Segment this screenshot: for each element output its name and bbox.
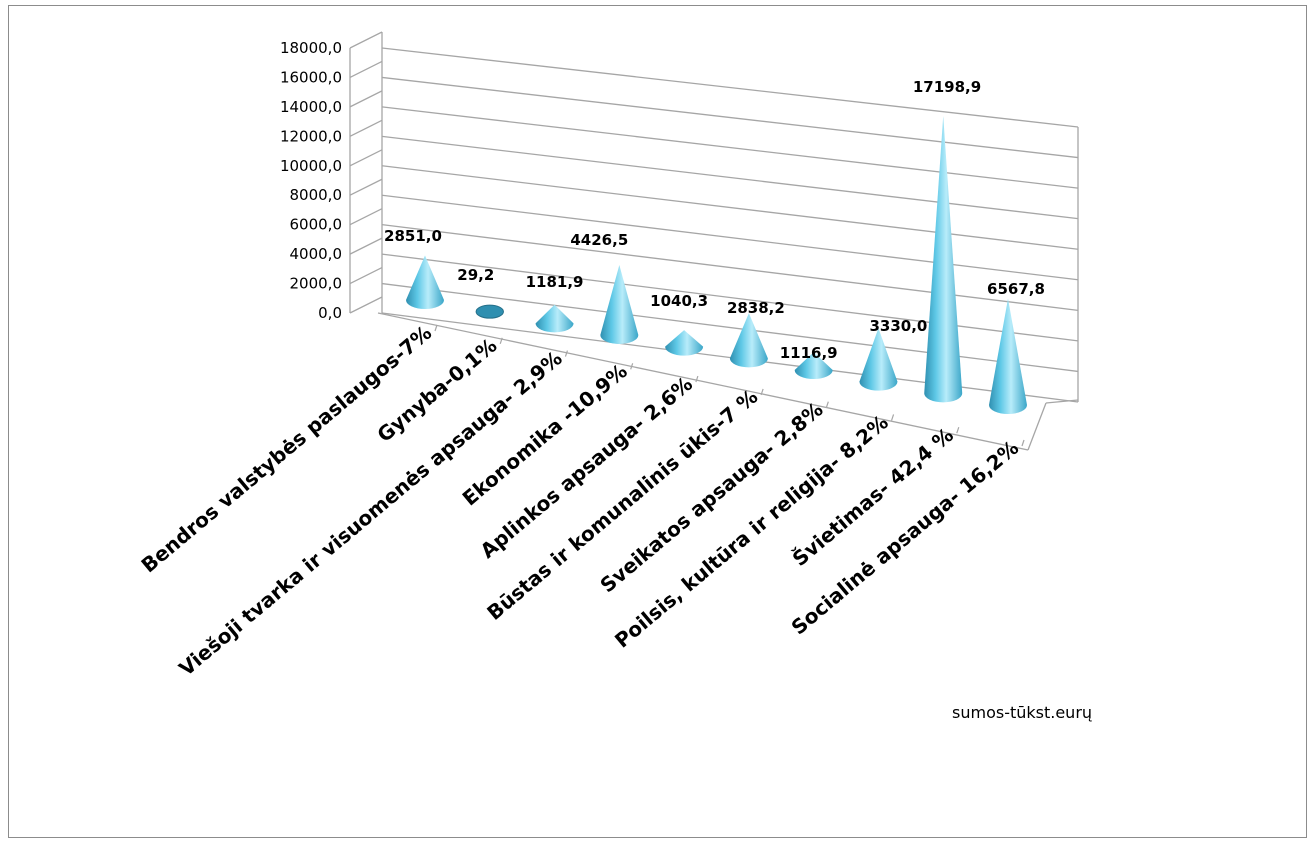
data-label: 2851,0 [384,227,442,245]
gridline-side [349,90,383,108]
data-label: 29,2 [457,266,494,284]
gridlines [349,31,1079,403]
cone-body [794,352,833,379]
gridline-back [381,165,1079,250]
x-tick-mark [630,363,634,370]
x-tick-mark [564,350,569,357]
y-tick-label: 6000,0 [290,216,343,234]
cone-body [406,255,444,309]
y-tick-label: 4000,0 [290,245,343,263]
x-tick-mark [825,401,829,408]
y-tick-label: 0,0 [318,304,342,322]
y-tick-label: 8000,0 [290,186,343,204]
category-label: Viešoji tvarka ir visuomenės apsauga- 2,… [174,346,566,681]
units-annotation: sumos-tūkst.eurų [952,703,1092,722]
gridline-back [381,253,1079,342]
x-tick-mark [499,337,503,344]
data-label: 4426,5 [570,231,628,249]
y-tick-label: 2000,0 [290,275,343,293]
floor-back-edge [1045,399,1079,404]
category-label: Bendros valstybės paslaugos-7% [137,320,437,577]
x-axis [377,312,1029,451]
cone-body [859,328,898,391]
x-tick-mark [695,375,699,383]
cone-body [600,265,639,344]
y-tick-label: 10000,0 [280,157,342,175]
cone-body [924,115,963,403]
cones [406,115,1027,414]
gridline-back [381,76,1079,159]
cone-bar [729,313,768,368]
chart-frame [8,5,1307,838]
cone-bar [665,330,704,356]
gridline-back [381,282,1079,373]
data-label: 1181,9 [526,273,584,291]
data-label: 3330,0 [869,317,927,335]
gridline-side [349,149,383,167]
cone-body [729,313,768,368]
gridline-back [381,194,1079,281]
gridline-back [381,106,1079,189]
gridline-back [381,312,1079,403]
cone-bar [406,255,444,309]
cone-bar [475,304,504,319]
gridline-back [381,135,1079,220]
x-tick-mark [434,324,438,332]
cone-body [535,304,574,333]
floor-right-edge [1027,402,1047,451]
y-tick-label: 16000,0 [280,68,342,86]
y-tick-label: 14000,0 [280,98,342,116]
data-label: 1116,9 [780,344,838,362]
cone-bar [600,265,639,344]
cone-body [665,330,704,356]
gridline-side [349,60,383,79]
x-tick-mark [956,427,960,434]
gridline-side [349,119,383,137]
x-tick-mark [760,388,764,396]
data-label: 6567,8 [987,280,1045,298]
data-label: 2838,2 [727,299,785,317]
cone-base [475,304,504,319]
axes [349,32,1079,451]
gridline-side [349,208,383,226]
x-tick-mark [890,414,895,421]
cone-bar [924,115,963,403]
gridline-side [349,31,383,49]
cone-bar [859,328,898,391]
gridline-side [349,237,383,255]
x-tick-mark [1021,439,1025,447]
data-label: 1040,3 [650,292,708,310]
gridline-back [381,47,1079,128]
data-labels: 2851,0 29,2 1181,9 4426,5 1040,3 2838,2 1116,9… [384,78,1045,362]
y-tick-labels: 0,0 2000,0 4000,0 6000,0 8000,0 10000,0 12000,… [280,39,342,322]
gridline-side [349,266,383,285]
cone-bar [535,304,574,333]
gridline-side [349,178,383,196]
gridline-back [381,224,1079,311]
y-tick-label: 12000,0 [280,127,342,145]
data-label: 17198,9 [913,78,981,96]
cone-bar [794,352,833,379]
cone-bar [989,298,1027,414]
cone-body [989,298,1027,414]
y-tick-label: 18000,0 [280,39,342,57]
gridline-side [349,296,383,314]
